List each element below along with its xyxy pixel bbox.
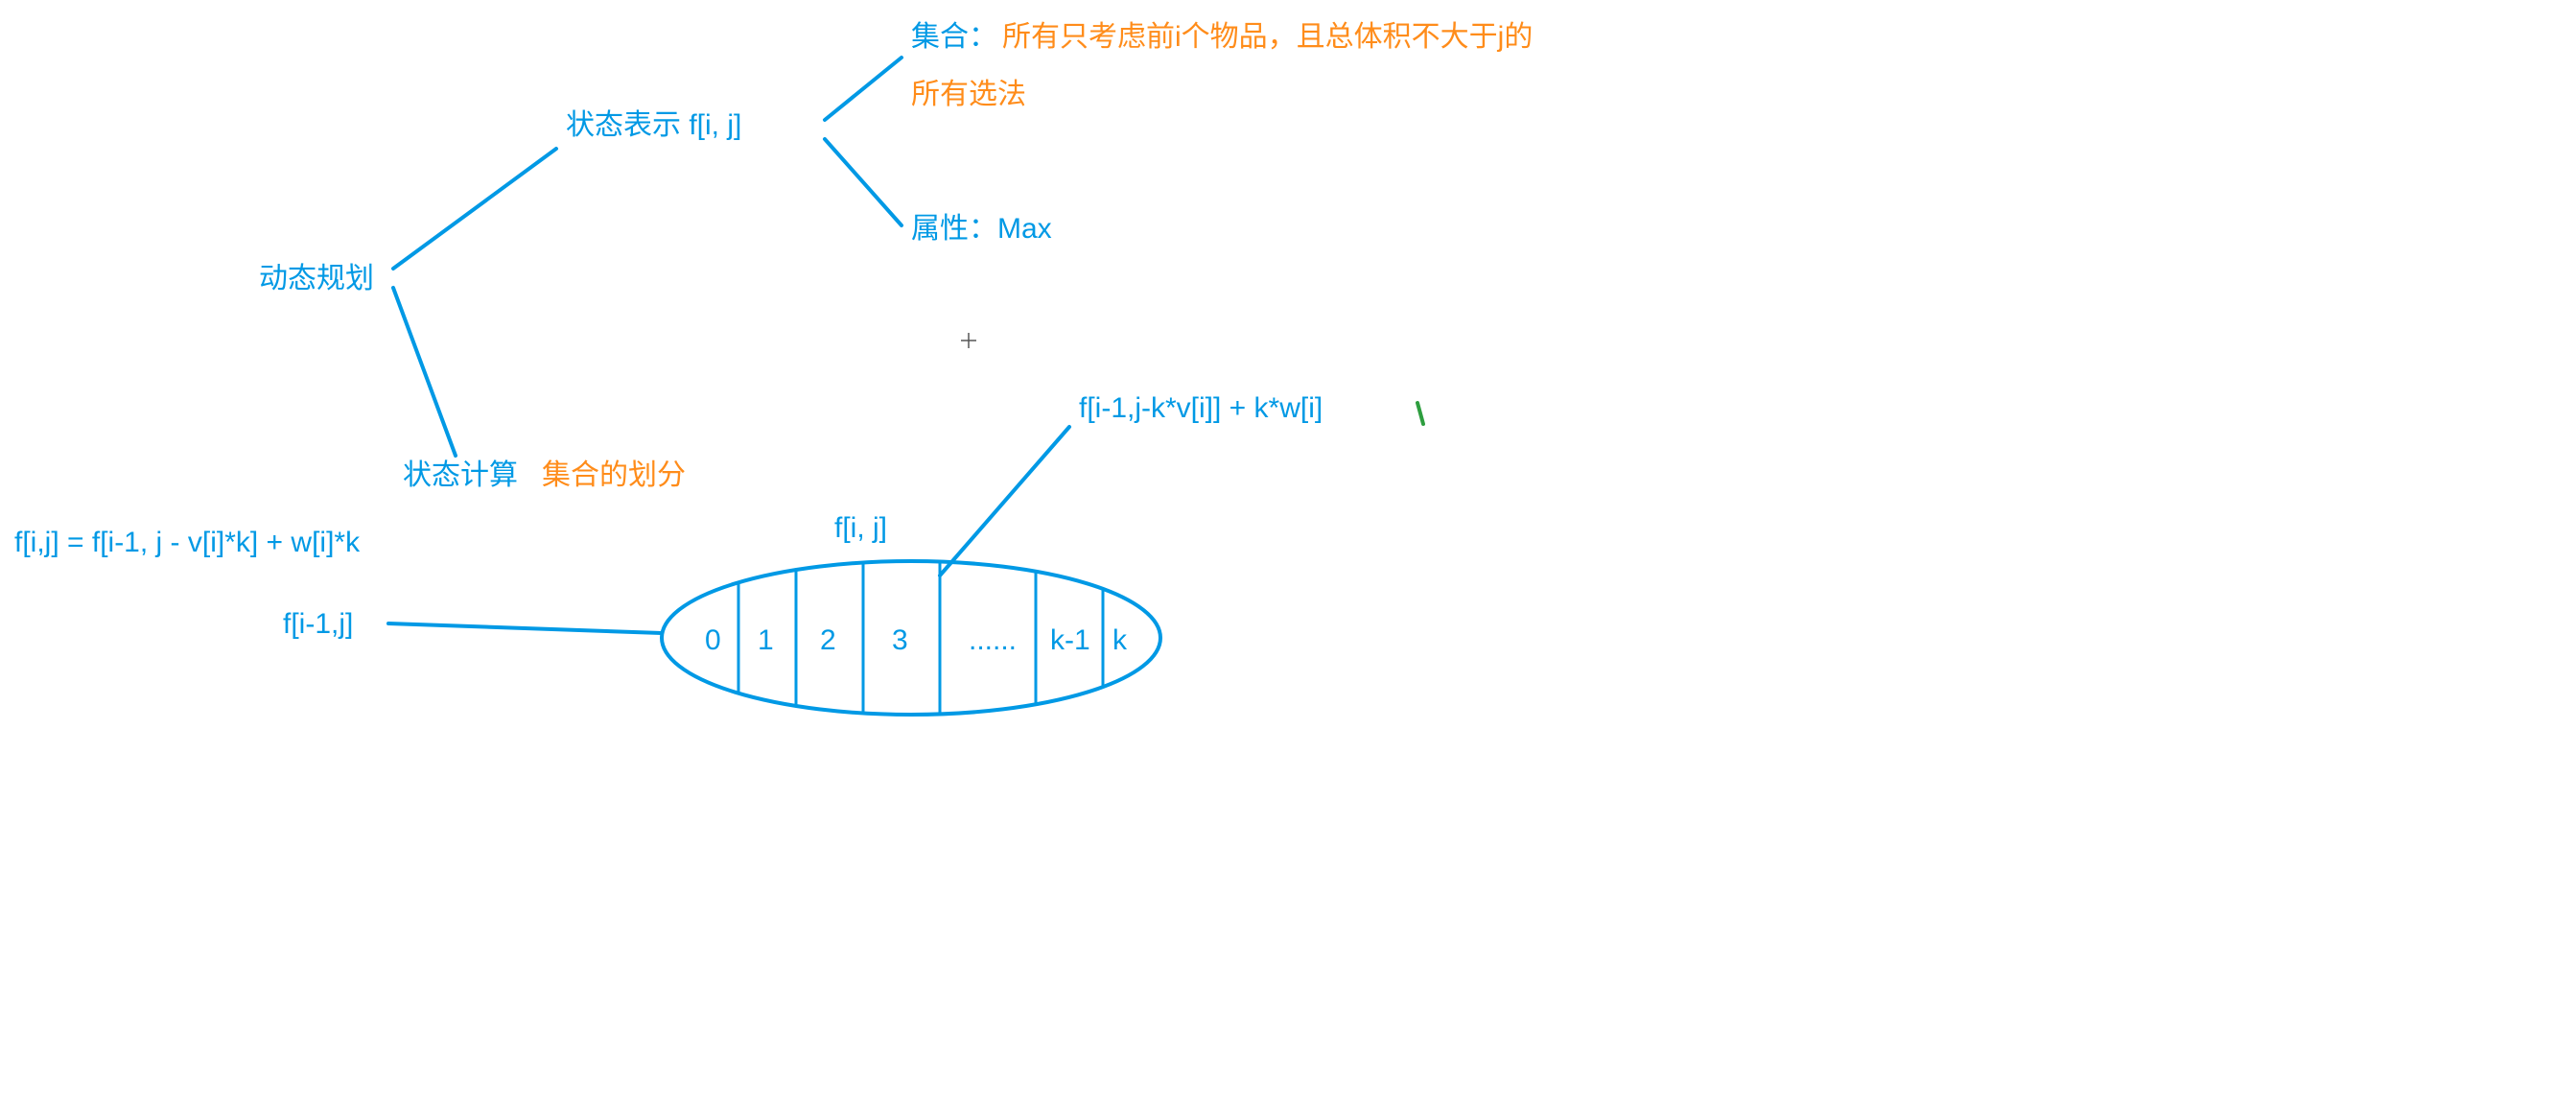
node-calc_note: 集合的划分	[542, 459, 686, 491]
edge-0	[393, 149, 556, 269]
node-f_formula2: f[i-1,j-k*v[i]] + k*w[i]	[1079, 392, 1323, 424]
partition-cell-3: 3	[892, 624, 908, 656]
edge-5	[940, 427, 1069, 576]
partition-cell-1: 1	[758, 624, 774, 656]
node-formula: f[i,j] = f[i-1, j - v[i]*k] + w[i]*k	[14, 527, 361, 558]
stray-mark	[1417, 403, 1423, 424]
node-attr: 属性：Max	[911, 213, 1052, 245]
partition-cell-0: 0	[705, 624, 721, 656]
partition-cell-2: 2	[820, 624, 836, 656]
partition-cell-6: k	[1112, 624, 1128, 656]
node-set_txt2: 所有选法	[911, 79, 1026, 110]
cursor-cross-icon	[961, 333, 976, 348]
edge-2	[825, 58, 902, 120]
node-root: 动态规划	[259, 263, 374, 294]
node-set_lbl: 集合：	[911, 21, 997, 53]
node-set_txt1: 所有只考虑前i个物品，且总体积不大于j的	[1002, 21, 1533, 53]
node-f_im1_j: f[i-1,j]	[283, 608, 353, 640]
node-calc: 状态计算	[403, 459, 518, 491]
edge-3	[825, 139, 902, 225]
partition-cell-5: k-1	[1050, 624, 1090, 656]
node-repr: 状态表示 f[i, j]	[566, 109, 741, 141]
edge-4	[388, 623, 662, 633]
partition-cell-4: ......	[969, 624, 1017, 656]
edge-1	[393, 288, 456, 456]
node-f_ij: f[i, j]	[834, 512, 887, 544]
